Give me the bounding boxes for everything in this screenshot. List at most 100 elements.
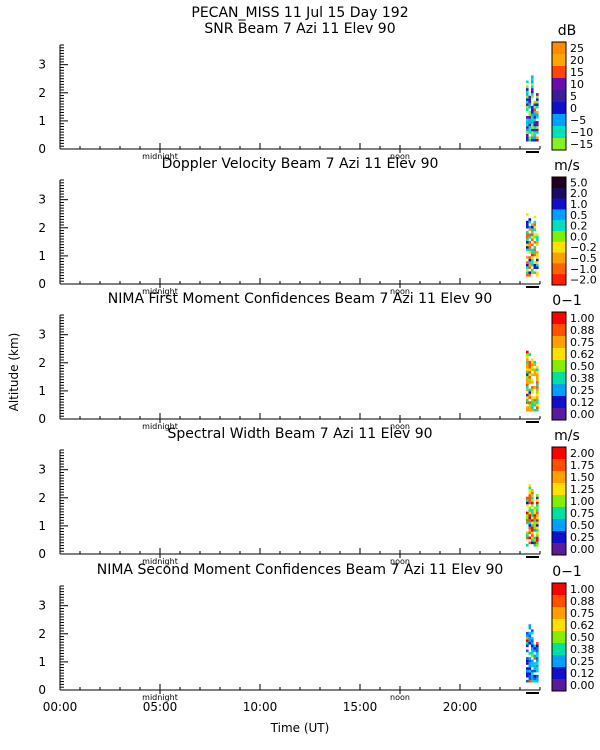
colorbar-label: −2.0 [570,274,597,287]
heatmap-cell [533,403,537,407]
heatmap-cell [533,263,537,267]
heatmap-cell [536,110,539,114]
heatmap-cell [526,631,529,635]
heatmap-cell [533,118,537,122]
y-tick-label: 2 [38,221,46,235]
heatmap-cell [533,514,537,517]
colorbar-label: 1.00 [570,583,595,596]
heatmap-cell [533,225,537,229]
heatmap-cell [526,519,529,522]
panel-title: Doppler Velocity Beam 7 Azi 11 Elev 90 [162,156,439,172]
y-tick-label: 1 [38,114,46,128]
heatmap-cell [526,381,529,384]
colorbar-swatch [552,66,566,79]
heatmap-cell [531,541,534,545]
heatmap-cell [533,246,537,249]
heatmap-cell [528,521,532,525]
heatmap-cell [526,396,529,399]
heatmap-cell [531,504,534,507]
heatmap-cell [533,664,537,668]
heatmap-cell [531,123,534,127]
y-tick-label: 3 [38,58,46,72]
colorbar-label: 0.50 [570,519,595,532]
heatmap-cell [536,116,539,119]
heatmap-cells [526,484,539,547]
heatmap-cell [526,268,529,272]
heatmap-cell [531,514,534,517]
panel-5: NIMA Second Moment Confidences Beam 7 Az… [38,562,594,702]
y-tick-label: 0 [38,142,46,156]
heatmap-cell [526,246,529,249]
colorbar-frame [551,446,567,556]
y-tick-label: 0 [38,412,46,426]
heatmap-cell [533,108,537,112]
heatmap-cell [531,77,534,81]
heatmap-cell [531,243,534,247]
heatmap-cell [536,662,539,665]
heatmap-cell [526,516,529,520]
heatmap-cell [536,251,539,254]
heatmap-cell [531,121,534,124]
heatmap-cell [533,251,537,254]
colorbar-unit: dB [558,23,577,39]
heatmap-cell [536,649,539,653]
heatmap-cell [526,355,529,359]
heatmap-cell [528,484,532,487]
heatmap-cell [528,519,532,522]
y-tick-label: 3 [38,599,46,613]
heatmap-cell [528,403,532,407]
heatmap-cell [526,261,529,264]
heatmap-cell [531,368,534,372]
heatmap-cells [526,213,539,277]
x-tick-labels: 00:00 05:00 10:00 15:00 20:00 [43,700,478,714]
heatmap-cell [533,509,537,512]
colorbar-swatch [552,396,566,409]
heatmap-cell [531,539,534,542]
colorbar-label: 0.25 [570,531,595,544]
colorbar-label: 0.5 [570,209,588,222]
colorbar-swatch [552,372,566,385]
heatmap-cell [528,669,532,673]
heatmap-cell [531,489,534,492]
heatmap-cell [536,376,539,379]
heatmap-cell [531,652,534,655]
heatmap-cell [526,248,529,252]
heatmap-cell [528,128,532,132]
colorbar-swatch [552,78,566,91]
heatmap-cell [526,363,529,366]
colorbar-swatch [552,324,566,337]
heatmap-cell [531,230,534,234]
heatmap-cell [526,378,529,382]
heatmap-cell [533,536,537,540]
heatmap-cell [536,519,539,522]
colorbar-label: 0.62 [570,348,595,361]
noon-label: noon [390,557,410,566]
y-axis-label: Altitude (km) [7,333,21,412]
heatmap-cell [528,376,532,379]
heatmap-cell [531,674,534,678]
heatmap-cell [528,378,532,382]
heatmap-cell [531,268,534,272]
heatmap-cell [528,393,532,397]
heatmap-cell [531,228,534,231]
heatmap-cell [528,365,532,369]
midnight-label: midnight [142,422,178,431]
heatmap-cell [528,368,532,372]
heatmap-cell [536,241,539,244]
colorbar-label: 10 [570,78,584,91]
heatmap-cell [526,657,529,660]
heatmap-cell [533,541,537,545]
midnight-label: midnight [142,557,178,566]
heatmap-cell [533,235,537,239]
heatmap-cell [528,396,532,399]
heatmap-cell [531,378,534,382]
colorbar-label: 5 [570,90,577,103]
heatmap-cell [528,353,532,356]
heatmap-cell [526,256,529,259]
colorbar-swatch [552,667,566,680]
heatmap-cell [536,378,539,382]
heatmap-cell [528,511,532,515]
colorbar-unit: 0−1 [552,564,582,580]
heatmap-cell [533,121,537,124]
